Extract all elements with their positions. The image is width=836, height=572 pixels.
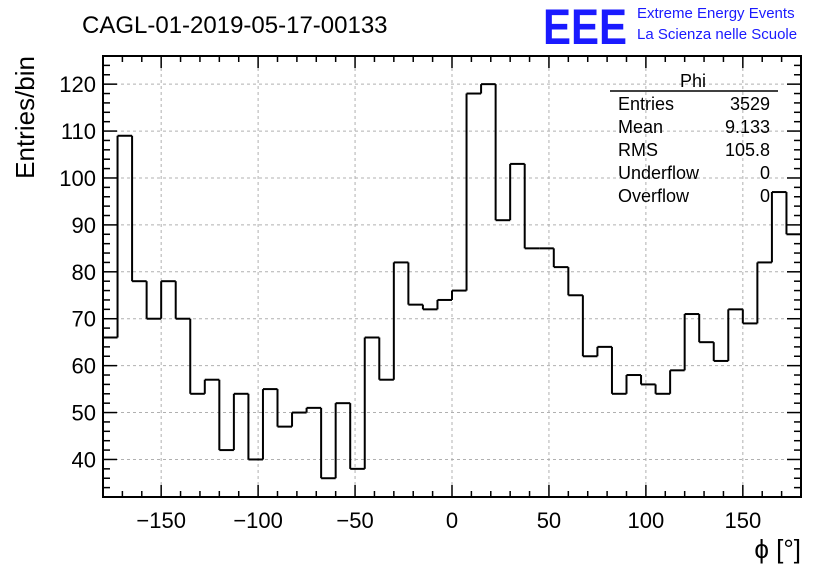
y-axis-title: Entries/bin xyxy=(10,56,40,179)
x-axis-title: ϕ [°] xyxy=(754,534,801,564)
stats-rms-label: RMS xyxy=(618,140,658,160)
stats-underflow-value: 0 xyxy=(760,163,770,183)
y-tick-label: 40 xyxy=(72,447,96,472)
stats-mean-label: Mean xyxy=(618,117,663,137)
x-tick-label: 100 xyxy=(628,508,665,533)
stats-box-title: Phi xyxy=(680,71,706,91)
y-tick-label: 100 xyxy=(59,166,96,191)
stats-overflow-value: 0 xyxy=(760,186,770,206)
stats-overflow-label: Overflow xyxy=(618,186,690,206)
x-tick-label: −50 xyxy=(336,508,373,533)
stats-mean-value: 9.133 xyxy=(725,117,770,137)
plot-frame xyxy=(102,55,802,498)
stats-entries-value: 3529 xyxy=(730,94,770,114)
histogram xyxy=(103,83,802,480)
y-tick-label: 120 xyxy=(59,72,96,97)
stats-rms-value: 105.8 xyxy=(725,140,770,160)
y-tick-label: 110 xyxy=(61,119,96,144)
eee-logo-mark: EEE xyxy=(543,0,627,55)
tick-labels: −150 −100 −50 0 50 100 150 40 50 60 70 80 90 100 110 12… xyxy=(59,72,761,533)
x-tick-label: −150 xyxy=(136,508,186,533)
x-tick-label: 50 xyxy=(537,508,561,533)
eee-logo-line2: La Scienza nelle Scuole xyxy=(637,26,797,43)
y-tick-label: 60 xyxy=(72,354,96,379)
grid xyxy=(103,56,801,497)
chart-title: CAGL-01-2019-05-17-00133 xyxy=(82,12,388,39)
stats-entries-label: Entries xyxy=(618,94,674,114)
y-tick-label: 80 xyxy=(72,260,96,285)
x-tick-label: 0 xyxy=(446,508,458,533)
eee-logo: EEE Extreme Energy Events La Scienza nel… xyxy=(543,0,797,55)
x-tick-label: −100 xyxy=(233,508,283,533)
stats-box: Phi Entries 3529 Mean 9.133 RMS 105.8 Un… xyxy=(610,71,778,206)
y-tick-label: 70 xyxy=(72,307,96,332)
stats-underflow-label: Underflow xyxy=(618,163,700,183)
y-tick-label: 50 xyxy=(72,401,96,426)
x-tick-label: 150 xyxy=(724,508,761,533)
eee-logo-line1: Extreme Energy Events xyxy=(637,5,795,22)
y-tick-label: 90 xyxy=(72,213,96,238)
